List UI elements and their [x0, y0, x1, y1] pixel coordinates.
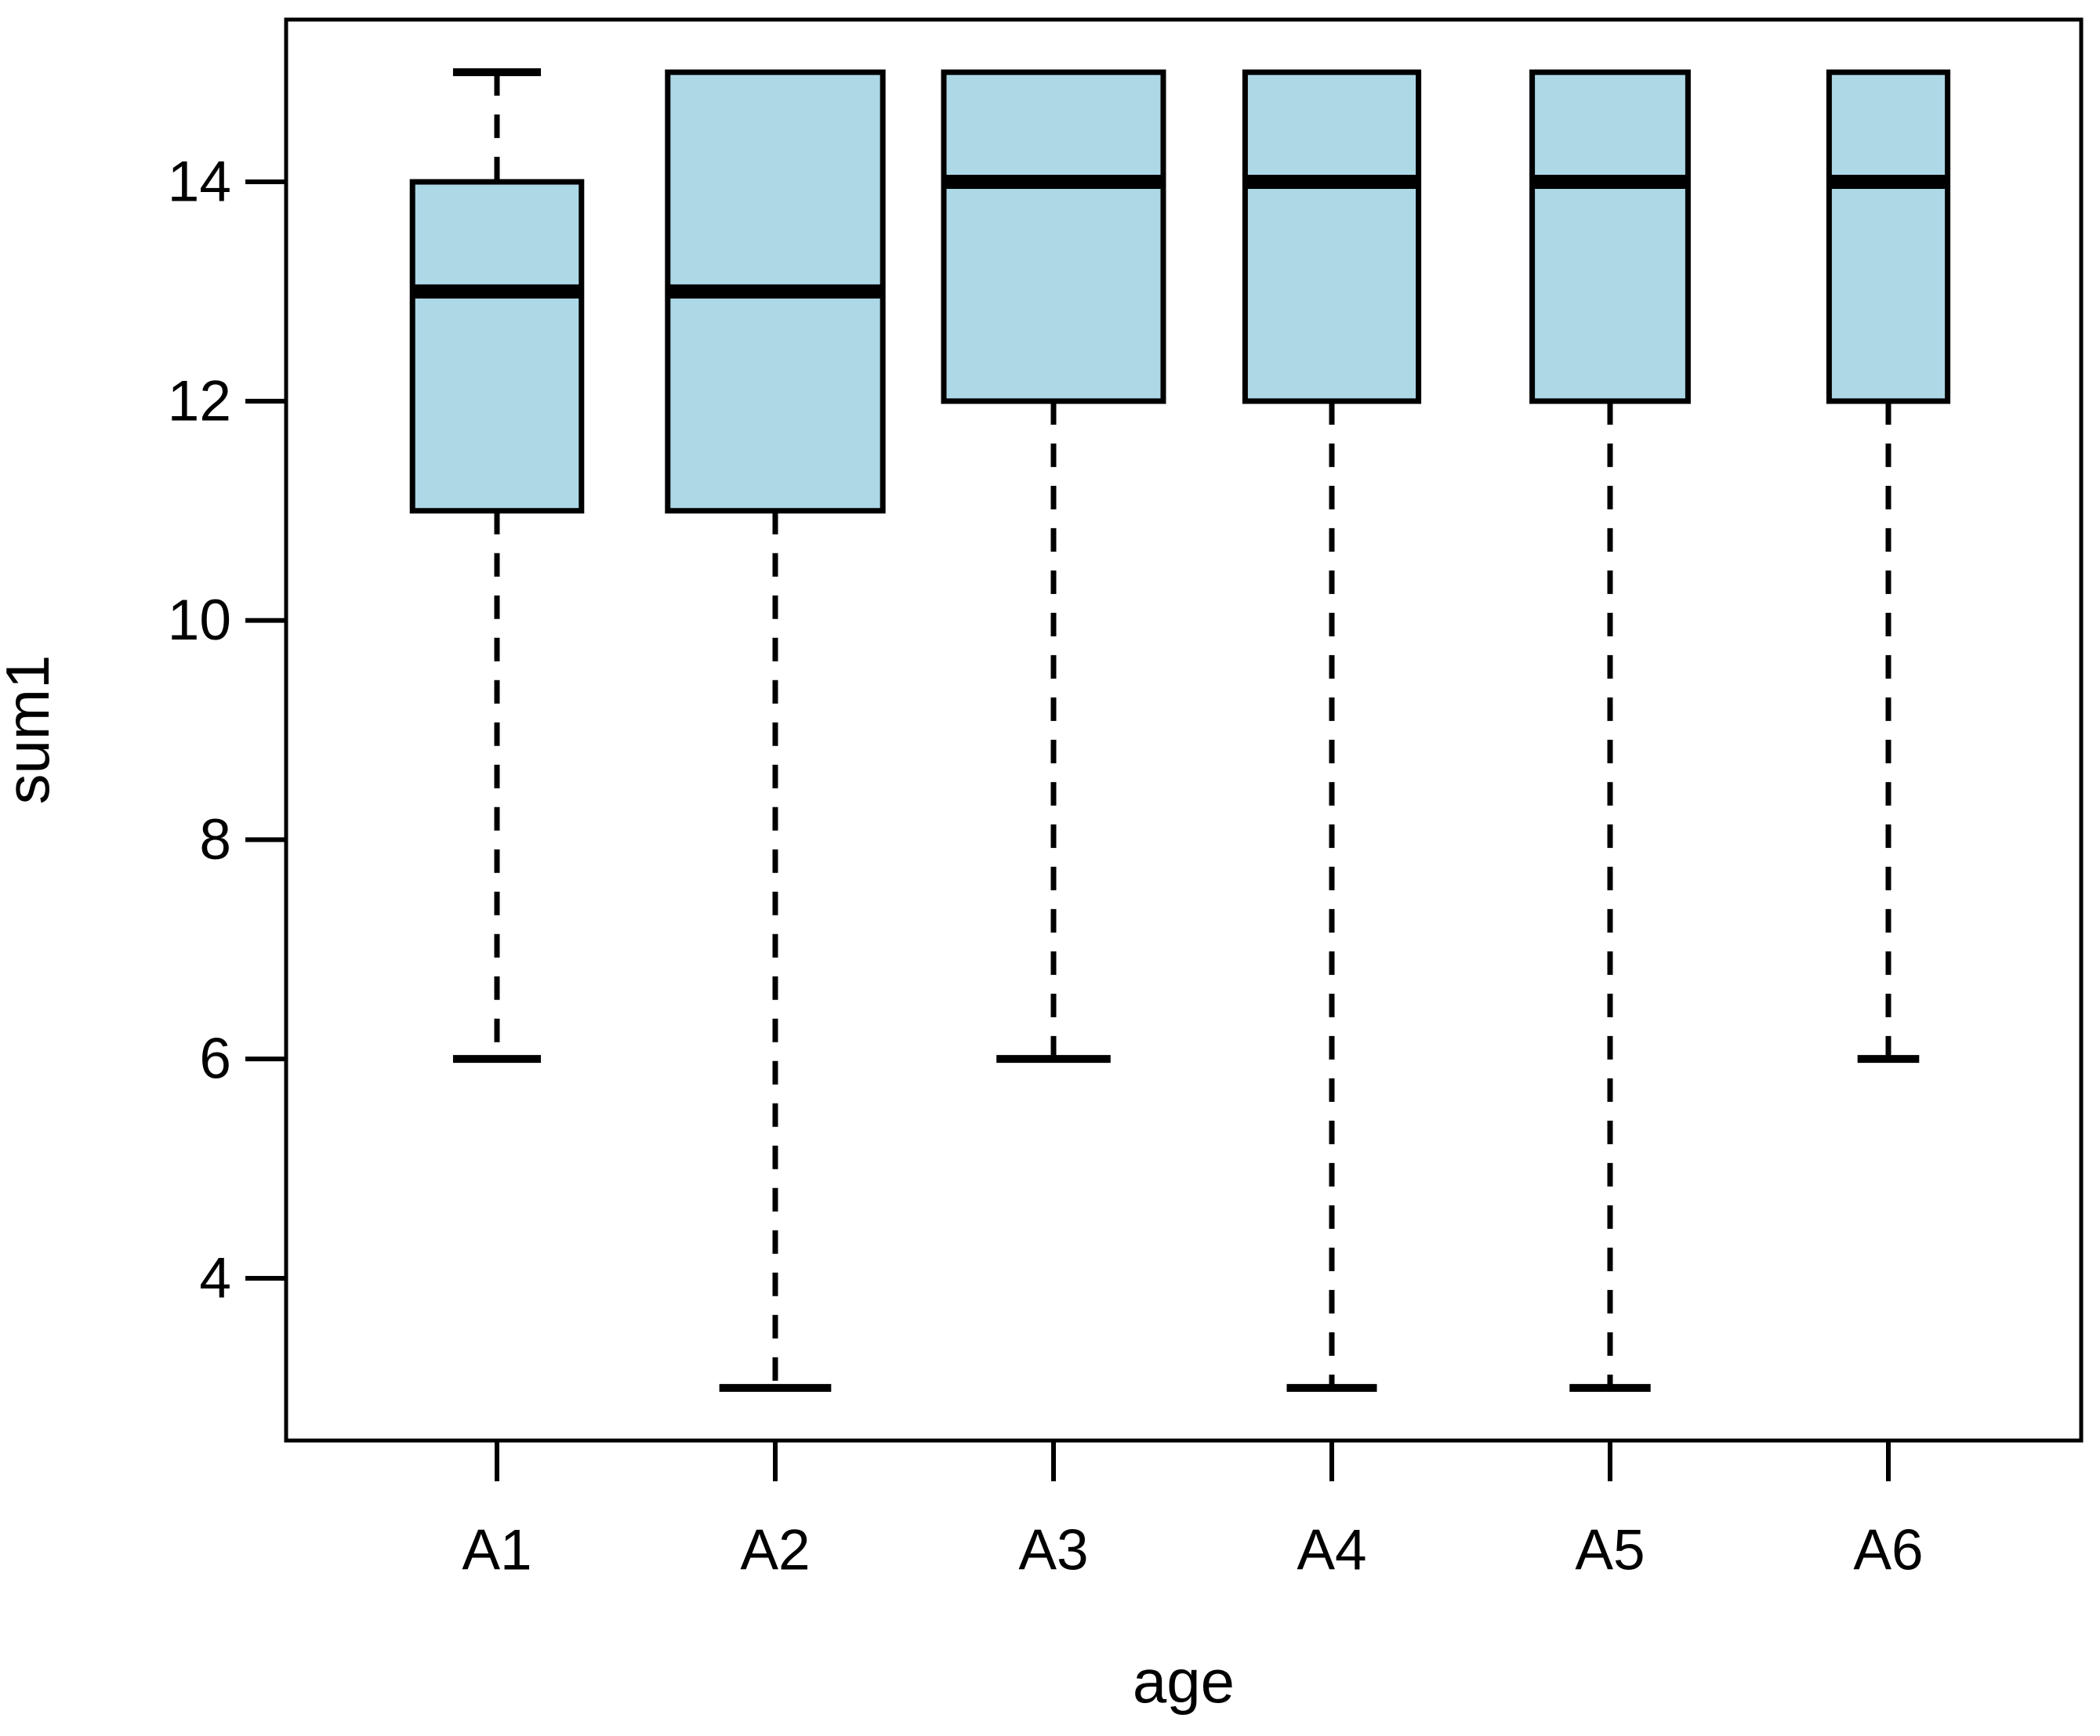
x-tick-label: A1	[462, 1519, 531, 1582]
boxes-layer	[409, 69, 1951, 514]
y-tick-label: 10	[168, 589, 231, 652]
x-tick-label: A4	[1297, 1519, 1366, 1582]
boxplot-group-A4	[1242, 69, 1422, 404]
x-tick-label: A3	[1018, 1519, 1088, 1582]
x-axis: A1 A2 A3 A4 A5 A6	[462, 1441, 1924, 1582]
x-tick-label: A5	[1575, 1519, 1645, 1582]
y-axis: 4 6 8 10 12 14	[168, 150, 286, 1310]
iqr-box	[1242, 69, 1422, 404]
y-tick-label: 14	[168, 150, 231, 214]
iqr-box	[1529, 69, 1691, 404]
y-tick-label: 6	[199, 1027, 231, 1091]
boxplot-group-A2	[665, 69, 886, 514]
iqr-box	[409, 179, 585, 514]
iqr-box	[1826, 69, 1951, 404]
boxplot-group-A6	[1826, 69, 1951, 404]
x-axis-title: age	[1133, 1647, 1235, 1716]
boxplot-group-A1	[409, 179, 585, 514]
plot-area-border	[284, 17, 2084, 1443]
whiskers-A3	[996, 400, 1111, 1064]
whiskers-A6	[1857, 400, 1920, 1064]
whiskers-A1	[452, 68, 542, 1064]
x-tick-label: A6	[1853, 1519, 1923, 1582]
y-axis-title: sum1	[0, 655, 62, 805]
boxplot-group-A5	[1529, 69, 1691, 404]
y-tick-label: 8	[199, 808, 231, 872]
iqr-box	[941, 69, 1166, 404]
y-tick-label: 4	[199, 1246, 231, 1310]
whiskers-A2	[719, 510, 832, 1392]
y-tick-label: 12	[168, 369, 231, 433]
whiskers-layer	[452, 68, 1920, 1392]
x-tick-label: A2	[740, 1519, 810, 1582]
whiskers-A4	[1286, 400, 1377, 1392]
whiskers-A5	[1569, 400, 1651, 1392]
boxplot-group-A3	[941, 69, 1166, 404]
